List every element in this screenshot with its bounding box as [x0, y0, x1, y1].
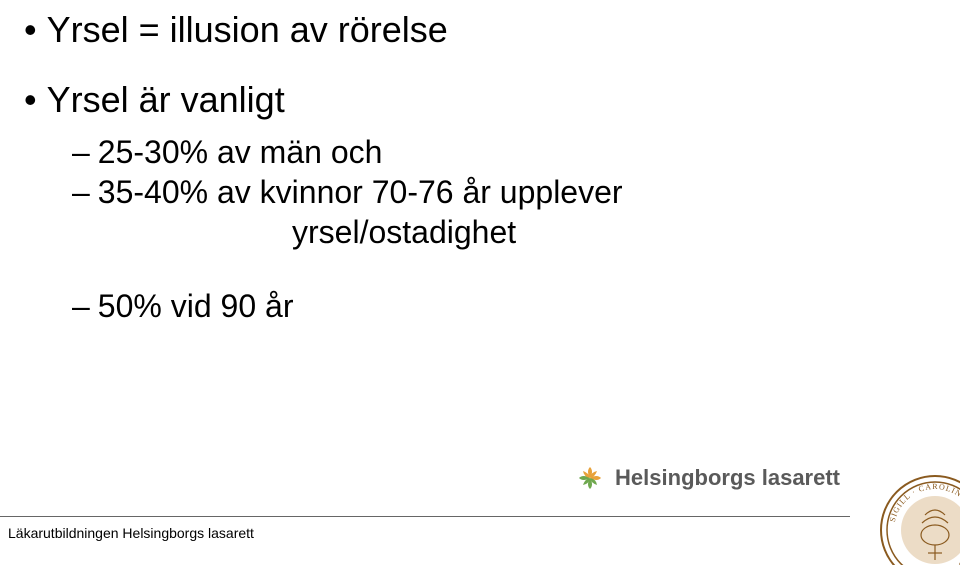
dash-icon: –	[72, 172, 90, 212]
brand-name: Helsingborgs lasarett	[615, 465, 840, 491]
sub-bullet-item-2: – 35-40% av kvinnor 70-76 år upplever	[72, 172, 920, 212]
brand-flower-icon	[575, 463, 605, 493]
dash-icon: –	[72, 132, 90, 172]
bullet-text: Yrsel = illusion av rörelse	[47, 8, 448, 52]
spacer	[24, 62, 920, 78]
spacer	[72, 252, 920, 286]
slide-content: • Yrsel = illusion av rörelse • Yrsel är…	[24, 8, 920, 326]
brand-logo-block: Helsingborgs lasarett	[575, 463, 840, 493]
sub-bullet-text: 35-40% av kvinnor 70-76 år upplever	[98, 172, 623, 212]
bullet-item-1: • Yrsel = illusion av rörelse	[24, 8, 920, 52]
dash-icon: –	[72, 286, 90, 326]
sub-bullet-item-3: – 50% vid 90 år	[72, 286, 920, 326]
sub-bullet-continuation: yrsel/ostadighet	[292, 212, 920, 252]
university-seal-icon: SIGILL · CAROLIN · LVND · RTVMOVE ·	[870, 465, 960, 565]
sub-bullet-text: 50% vid 90 år	[98, 286, 294, 326]
footer-text: Läkarutbildningen Helsingborgs lasarett	[8, 525, 254, 541]
footer-divider	[0, 516, 850, 517]
bullet-dot-icon: •	[24, 8, 37, 52]
sub-bullet-text: 25-30% av män och	[98, 132, 383, 172]
bullet-dot-icon: •	[24, 78, 37, 122]
sub-bullet-group: – 25-30% av män och – 35-40% av kvinnor …	[72, 132, 920, 326]
sub-bullet-item-1: – 25-30% av män och	[72, 132, 920, 172]
bullet-text: Yrsel är vanligt	[47, 78, 285, 122]
bullet-item-2: • Yrsel är vanligt	[24, 78, 920, 122]
slide: • Yrsel = illusion av rörelse • Yrsel är…	[0, 0, 960, 565]
